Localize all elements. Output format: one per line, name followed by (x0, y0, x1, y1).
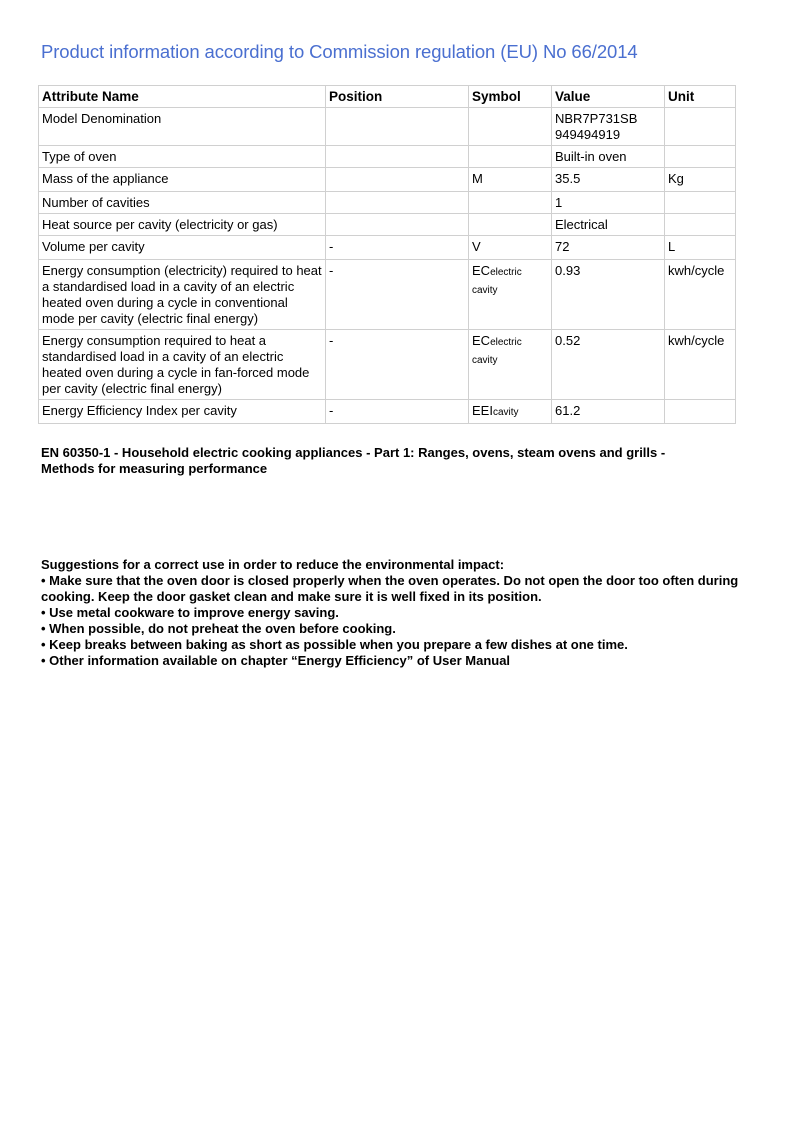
cell-position: - (325, 259, 469, 330)
cell-attribute: Volume per cavity (38, 235, 326, 260)
symbol-main: EEI (472, 403, 493, 418)
table-row: Energy consumption (electricity) require… (38, 259, 736, 330)
table-row: Energy consumption required to heat a st… (38, 329, 736, 400)
suggestion-item: • When possible, do not preheat the oven… (41, 621, 396, 636)
cell-unit (664, 145, 736, 168)
cell-attribute: Energy Efficiency Index per cavity (38, 399, 326, 424)
table-row: Mass of the appliance M 35.5 Kg (38, 167, 736, 192)
table-row: Model Denomination NBR7P731SB 949494919 (38, 107, 736, 146)
cell-position (325, 145, 469, 168)
cell-position (325, 213, 469, 236)
cell-attribute: Number of cavities (38, 191, 326, 214)
table-row: Heat source per cavity (electricity or g… (38, 213, 736, 236)
header-position: Position (325, 85, 469, 108)
value-text: 35.5 (555, 171, 581, 186)
cell-position (325, 167, 469, 192)
cell-attribute: Model Denomination (38, 107, 326, 146)
page-title: Product information according to Commiss… (41, 41, 638, 62)
cell-unit (664, 191, 736, 214)
standard-reference: EN 60350-1 - Household electric cooking … (41, 445, 666, 476)
suggestion-item: • Use metal cookware to improve energy s… (41, 605, 339, 620)
cell-value: Built-in oven (551, 145, 665, 168)
cell-attribute: Type of oven (38, 145, 326, 168)
symbol-main: EC (472, 263, 491, 278)
cell-symbol: EEIcavity (468, 399, 552, 424)
cell-symbol: ECelectric cavity (468, 259, 552, 330)
suggestion-item: • Other information available on chapter… (41, 653, 511, 668)
symbol-main: EC (472, 333, 491, 348)
suggestions-section: Suggestions for a correct use in order t… (41, 557, 741, 669)
suggestion-item: • Make sure that the oven door is closed… (41, 573, 739, 604)
table-row: Number of cavities 1 (38, 191, 736, 214)
cell-symbol: M (468, 167, 552, 192)
table-row: Volume per cavity - V 72 L (38, 235, 736, 260)
symbol-subscript: cavity (492, 407, 519, 418)
value-text: 0.52 (555, 333, 581, 348)
cell-value: 35.5 (551, 167, 665, 192)
value-text: Electrical (555, 217, 608, 232)
cell-position (325, 191, 469, 214)
cell-attribute: Energy consumption required to heat a st… (38, 329, 326, 400)
table-row: Energy Efficiency Index per cavity - EEIca… (38, 399, 736, 424)
header-attribute: Attribute Name (38, 85, 326, 108)
table-row: Type of oven Built-in oven (38, 145, 736, 168)
symbol-subscript: electric cavity (472, 267, 522, 296)
value-text-secondary: 949494919 (555, 127, 621, 142)
value-text: NBR7P731SB (555, 111, 638, 126)
cell-value: 0.93 (551, 259, 665, 330)
header-symbol: Symbol (468, 85, 552, 108)
cell-attribute: Energy consumption (electricity) require… (38, 259, 326, 330)
cell-value: 61.2 (551, 399, 665, 424)
symbol-main: V (472, 239, 481, 254)
table-header-row: Attribute Name Position Symbol Value Uni… (38, 85, 736, 108)
cell-unit (664, 213, 736, 236)
header-value: Value (551, 85, 665, 108)
cell-symbol (468, 213, 552, 236)
cell-value: 0.52 (551, 329, 665, 400)
cell-unit (664, 399, 736, 424)
symbol-main: M (472, 171, 483, 186)
value-text: 61.2 (555, 403, 581, 418)
cell-symbol (468, 191, 552, 214)
cell-unit (664, 107, 736, 146)
suggestions-heading: Suggestions for a correct use in order t… (41, 557, 505, 572)
cell-symbol (468, 107, 552, 146)
cell-unit: kwh/cycle (664, 329, 736, 400)
cell-position (325, 107, 469, 146)
cell-position: - (325, 329, 469, 400)
cell-value: NBR7P731SB 949494919 (551, 107, 665, 146)
cell-position: - (325, 235, 469, 260)
cell-unit: Kg (664, 167, 736, 192)
header-unit: Unit (664, 85, 736, 108)
value-text: 0.93 (555, 263, 581, 278)
value-text: Built-in oven (555, 149, 627, 164)
cell-symbol (468, 145, 552, 168)
cell-value: 1 (551, 191, 665, 214)
symbol-subscript: electric cavity (472, 337, 522, 366)
cell-symbol: V (468, 235, 552, 260)
cell-attribute: Mass of the appliance (38, 167, 326, 192)
cell-value: Electrical (551, 213, 665, 236)
cell-unit: L (664, 235, 736, 260)
product-info-table: Attribute Name Position Symbol Value Uni… (38, 85, 736, 424)
suggestion-item: • Keep breaks between baking as short as… (41, 637, 628, 652)
cell-attribute: Heat source per cavity (electricity or g… (38, 213, 326, 236)
cell-position: - (325, 399, 469, 424)
value-text: 1 (555, 195, 563, 210)
value-text: 72 (555, 239, 570, 254)
cell-unit: kwh/cycle (664, 259, 736, 330)
cell-symbol: ECelectric cavity (468, 329, 552, 400)
cell-value: 72 (551, 235, 665, 260)
